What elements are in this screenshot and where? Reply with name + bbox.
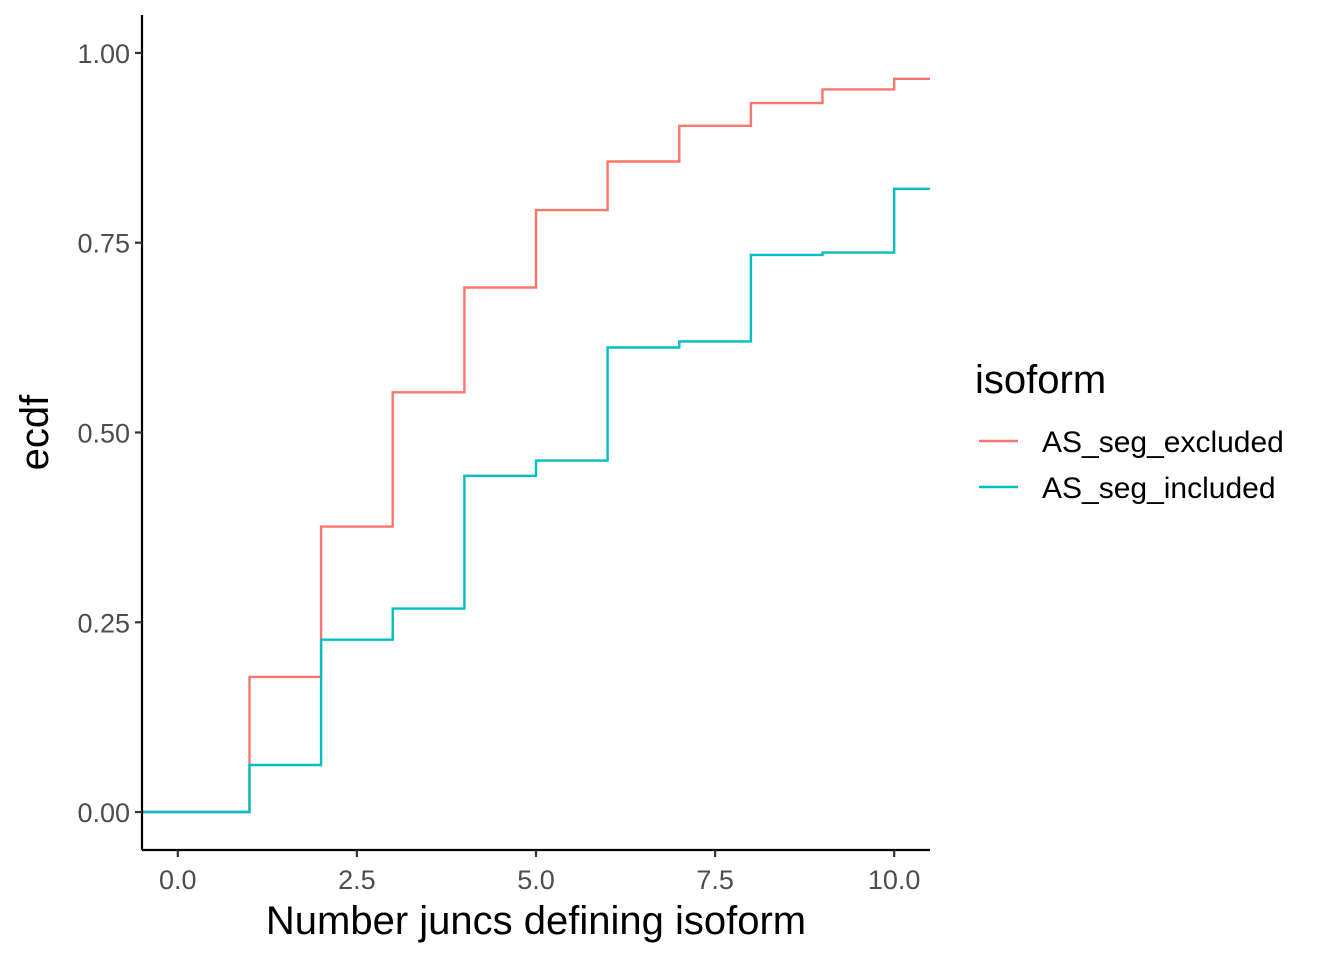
- legend-title: isoform: [975, 358, 1106, 402]
- ticks-layer: 0.0 2.5 5.0 7.5 10.0 0.00 0.25 0.50 0.75 1.00: [77, 39, 920, 895]
- x-axis-title: Number juncs defining isoform: [266, 899, 806, 943]
- y-tick-label: 0.25: [77, 608, 130, 638]
- series-layer: [142, 77, 930, 814]
- legend-label-2: AS_seg_included: [1042, 472, 1276, 505]
- y-tick-label: 0.75: [77, 229, 130, 259]
- series-line-2: [142, 187, 930, 814]
- x-tick-label: 2.5: [338, 865, 376, 895]
- y-axis-title: ecdf: [13, 394, 57, 470]
- x-tick-label: 5.0: [517, 865, 555, 895]
- legend: isoform AS_seg_excluded AS_seg_included: [975, 358, 1284, 505]
- series-line-1: [142, 77, 930, 814]
- x-tick-label: 10.0: [868, 865, 921, 895]
- y-tick-label: 0.50: [77, 419, 130, 449]
- axes-layer: [140, 15, 930, 852]
- legend-label-1: AS_seg_excluded: [1042, 426, 1284, 459]
- legend-items: AS_seg_excluded AS_seg_included: [979, 426, 1284, 505]
- y-tick-label: 0.00: [77, 798, 130, 828]
- x-tick-label: 0.0: [159, 865, 197, 895]
- y-tick-label: 1.00: [77, 39, 130, 69]
- x-tick-label: 7.5: [696, 865, 734, 895]
